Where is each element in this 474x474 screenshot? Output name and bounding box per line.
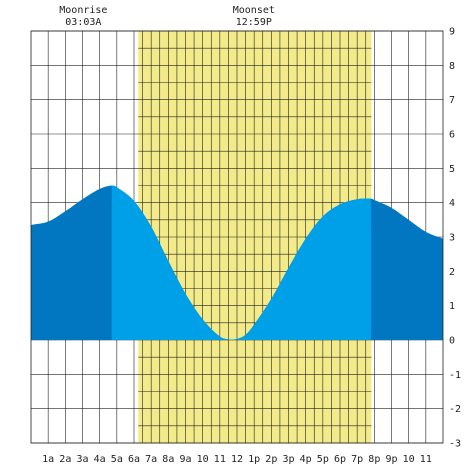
x-tick-label: 9p	[385, 454, 397, 465]
y-tick-label: 7	[449, 95, 455, 106]
x-tick-label: 2a	[59, 454, 71, 465]
x-tick-label: 7a	[145, 454, 157, 465]
y-tick-label: 4	[449, 198, 455, 209]
x-tick-label: 6a	[128, 454, 140, 465]
x-tick-label: 4a	[94, 454, 106, 465]
x-tick-label: 4p	[300, 454, 312, 465]
moonrise-title: Moonrise	[59, 5, 107, 16]
moonrise-time: 03:03A	[65, 17, 101, 28]
x-tick-label: 3a	[76, 454, 88, 465]
y-tick-label: -1	[449, 370, 461, 381]
x-tick-label: 10	[403, 454, 415, 465]
x-tick-label: 7p	[351, 454, 363, 465]
x-tick-label: 12	[231, 454, 243, 465]
x-tick-label: 6p	[334, 454, 346, 465]
x-tick-label: 3p	[282, 454, 294, 465]
x-tick-labels: 1a 2a 3a 4a 5a 6a 7a 8a 9a 10 11 12 1p 2p 3p 4p 5p 6p 7p 8p…	[42, 454, 432, 465]
y-tick-label: 9	[449, 27, 455, 38]
y-tick-label: 3	[449, 233, 455, 244]
y-tick-label: 5	[449, 164, 455, 175]
x-tick-label: 9a	[179, 454, 191, 465]
moonset-time: 12:59P	[236, 17, 272, 28]
x-tick-label: 11	[214, 454, 226, 465]
y-tick-label: -3	[449, 439, 461, 450]
x-tick-label: 5p	[317, 454, 329, 465]
y-tick-labels: -3 -2 -1 0 1 2 3 4 5 6 7 8 9	[449, 27, 461, 450]
x-tick-label: 1a	[42, 454, 54, 465]
y-tick-label: -2	[449, 404, 461, 415]
x-tick-label: 5a	[111, 454, 123, 465]
x-tick-label: 8p	[368, 454, 380, 465]
x-tick-label: 11	[420, 454, 432, 465]
y-tick-label: 2	[449, 267, 455, 278]
x-tick-label: 10	[197, 454, 209, 465]
plot-border	[30, 30, 444, 444]
moonset-title: Moonset	[233, 5, 275, 16]
y-tick-label: 1	[449, 301, 455, 312]
x-tick-label: 8a	[162, 454, 174, 465]
x-tick-label: 1p	[248, 454, 260, 465]
y-tick-label: 0	[449, 336, 455, 347]
y-tick-label: 6	[449, 130, 455, 141]
x-tick-label: 2p	[265, 454, 277, 465]
y-tick-label: 8	[449, 61, 455, 72]
tide-area-day	[111, 185, 371, 340]
